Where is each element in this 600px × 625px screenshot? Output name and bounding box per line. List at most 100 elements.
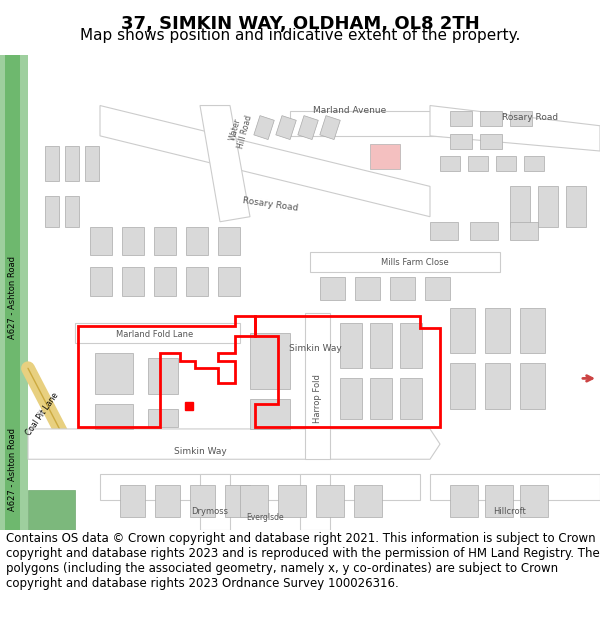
Bar <box>186 227 208 255</box>
Bar <box>496 156 516 171</box>
Bar <box>485 484 513 517</box>
Text: Mills Farm Close: Mills Farm Close <box>381 258 449 267</box>
Bar <box>520 363 545 409</box>
Bar <box>218 268 240 296</box>
Polygon shape <box>100 106 430 217</box>
Bar <box>85 146 99 181</box>
Bar <box>45 196 59 227</box>
Bar <box>148 409 178 427</box>
Bar <box>450 308 475 353</box>
Polygon shape <box>430 474 600 499</box>
Bar <box>485 363 510 409</box>
Bar <box>148 358 178 394</box>
Bar <box>120 484 145 517</box>
Polygon shape <box>0 55 28 530</box>
Bar <box>430 222 458 240</box>
Bar <box>520 484 548 517</box>
Bar <box>225 484 250 517</box>
Text: Hillcroft: Hillcroft <box>494 508 526 516</box>
Text: A627 - Ashton Road: A627 - Ashton Road <box>8 256 17 339</box>
Bar <box>90 227 112 255</box>
Polygon shape <box>310 252 500 272</box>
Bar <box>425 278 450 299</box>
Bar <box>122 227 144 255</box>
Bar <box>278 484 306 517</box>
Bar <box>370 323 392 368</box>
Bar <box>370 378 392 419</box>
Bar <box>65 196 79 227</box>
Bar <box>95 404 133 429</box>
Polygon shape <box>200 474 230 530</box>
Bar <box>340 378 362 419</box>
Bar <box>566 186 586 227</box>
Bar <box>468 156 488 171</box>
Bar <box>450 363 475 409</box>
Bar <box>250 399 290 429</box>
Bar <box>370 144 400 169</box>
Bar <box>154 268 176 296</box>
Bar <box>95 353 133 394</box>
Bar <box>250 333 290 389</box>
Bar <box>354 484 382 517</box>
Text: Coal Pit Lane: Coal Pit Lane <box>24 391 60 437</box>
Bar <box>190 484 215 517</box>
Bar <box>485 308 510 353</box>
Bar <box>276 116 296 139</box>
Bar <box>510 111 532 126</box>
Bar <box>400 378 422 419</box>
Bar <box>470 222 498 240</box>
Text: Harrop Fold: Harrop Fold <box>314 374 323 423</box>
Bar <box>45 146 59 181</box>
Text: Contains OS data © Crown copyright and database right 2021. This information is : Contains OS data © Crown copyright and d… <box>6 532 600 590</box>
Polygon shape <box>75 323 240 343</box>
Polygon shape <box>305 312 330 459</box>
Bar <box>340 323 362 368</box>
Bar <box>450 134 472 149</box>
Polygon shape <box>28 489 75 530</box>
Text: Marland Avenue: Marland Avenue <box>313 106 386 115</box>
Bar <box>90 268 112 296</box>
Bar <box>240 484 268 517</box>
Polygon shape <box>100 474 420 499</box>
Text: Map shows position and indicative extent of the property.: Map shows position and indicative extent… <box>80 28 520 43</box>
Text: Everglsde: Everglsde <box>246 513 284 522</box>
Text: Drymoss: Drymoss <box>191 508 229 516</box>
Text: Marland Fold Lane: Marland Fold Lane <box>116 331 194 339</box>
Bar <box>254 116 274 139</box>
Text: Rosary Road: Rosary Road <box>242 196 298 213</box>
Bar <box>65 146 79 181</box>
Text: 37, SIMKIN WAY, OLDHAM, OL8 2TH: 37, SIMKIN WAY, OLDHAM, OL8 2TH <box>121 16 479 33</box>
Bar <box>450 484 478 517</box>
Bar <box>440 156 460 171</box>
Bar <box>480 134 502 149</box>
Bar <box>510 186 530 227</box>
Polygon shape <box>28 429 440 459</box>
Polygon shape <box>5 55 20 530</box>
Bar <box>320 278 345 299</box>
Bar <box>520 308 545 353</box>
Bar <box>320 116 340 139</box>
Bar <box>185 402 193 410</box>
Bar <box>155 484 180 517</box>
Polygon shape <box>300 474 330 530</box>
Text: Water
Hill Road: Water Hill Road <box>226 112 254 150</box>
Text: A627 - Ashton Road: A627 - Ashton Road <box>8 428 17 511</box>
Bar <box>316 484 344 517</box>
Text: Simkin Way: Simkin Way <box>289 344 341 352</box>
Polygon shape <box>200 106 250 222</box>
Bar <box>390 278 415 299</box>
Text: Rosary Road: Rosary Road <box>502 113 558 122</box>
Bar <box>186 268 208 296</box>
Bar <box>355 278 380 299</box>
Bar <box>480 111 502 126</box>
Bar <box>298 116 318 139</box>
Polygon shape <box>430 106 600 151</box>
Bar <box>538 186 558 227</box>
Bar <box>400 323 422 368</box>
Bar <box>218 227 240 255</box>
Text: Simkin Way: Simkin Way <box>173 447 226 456</box>
Bar <box>524 156 544 171</box>
Bar <box>154 227 176 255</box>
Bar <box>510 222 538 240</box>
Bar <box>450 111 472 126</box>
